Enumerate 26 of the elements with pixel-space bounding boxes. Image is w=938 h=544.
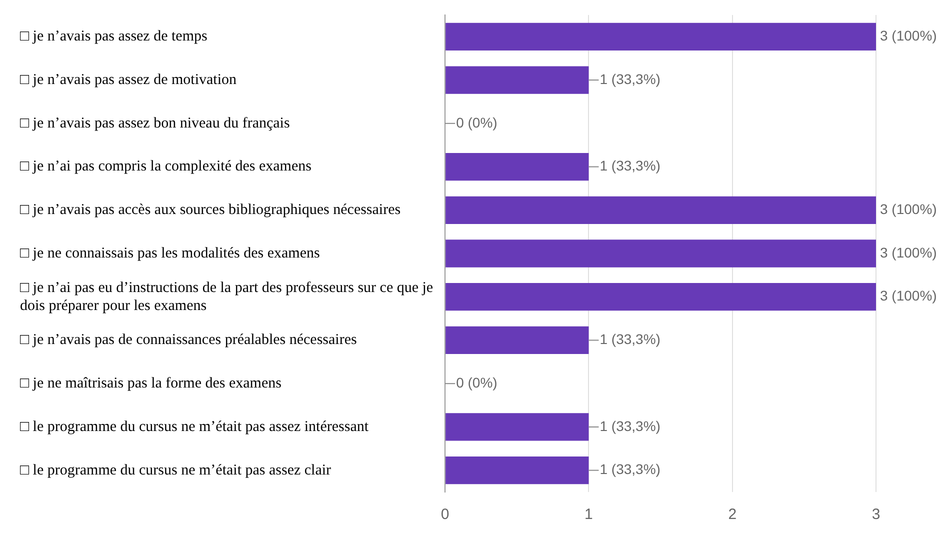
data-label: 0 (0%) <box>456 114 498 130</box>
y-tick-label: □ je n’ai pas compris la complexité des examens <box>20 158 312 175</box>
x-tick-label: 2 <box>728 506 737 524</box>
y-tick-label: □ le programme du cursus ne m’était pas assez clair <box>20 462 332 478</box>
y-tick-label: □ je ne maîtrisais pas la forme des examens <box>20 376 282 392</box>
x-tick-label: 1 <box>584 506 593 524</box>
y-tick-label: □ je ne connaissais pas les modalités des examens <box>20 245 320 262</box>
data-label: 3 (100%) <box>880 244 937 260</box>
data-label: 1 (33,3%) <box>600 70 660 87</box>
x-tick-label: 0 <box>440 506 450 524</box>
data-label: 1 (33,3%) <box>600 158 660 174</box>
y-tick-label: □ le programme du cursus ne m’était pas assez intéressant <box>20 418 370 435</box>
data-label: 1 (33,3%) <box>600 461 660 478</box>
y-tick-label: □ je n’avais pas assez bon niveau du français <box>20 115 290 132</box>
y-tick-label: □ je n’avais pas assez de temps <box>20 28 208 45</box>
data-label: 3 (100%) <box>880 28 937 44</box>
y-tick-label: □ je n’avais pas de connaissances préalables nécessaires <box>20 332 357 348</box>
data-label: 0 (0%) <box>456 374 498 390</box>
x-tick-label: 3 <box>872 506 880 524</box>
y-tick-label: □ je n’avais pas assez de motivation <box>20 72 237 88</box>
data-label: 1 (33,3%) <box>600 331 660 348</box>
data-label: 3 (100%) <box>880 200 937 217</box>
y-tick-label: □ je n’avais pas accès aux sources bibliographiques nécessaires <box>20 202 401 218</box>
y-tick-label: □ je n’ai pas eu d’instructions de la part des professeurs sur ce que je dois préparer pour les examens <box>20 280 434 314</box>
data-label: 1 (33,3%) <box>600 418 660 434</box>
data-label: 3 (100%) <box>880 288 937 304</box>
